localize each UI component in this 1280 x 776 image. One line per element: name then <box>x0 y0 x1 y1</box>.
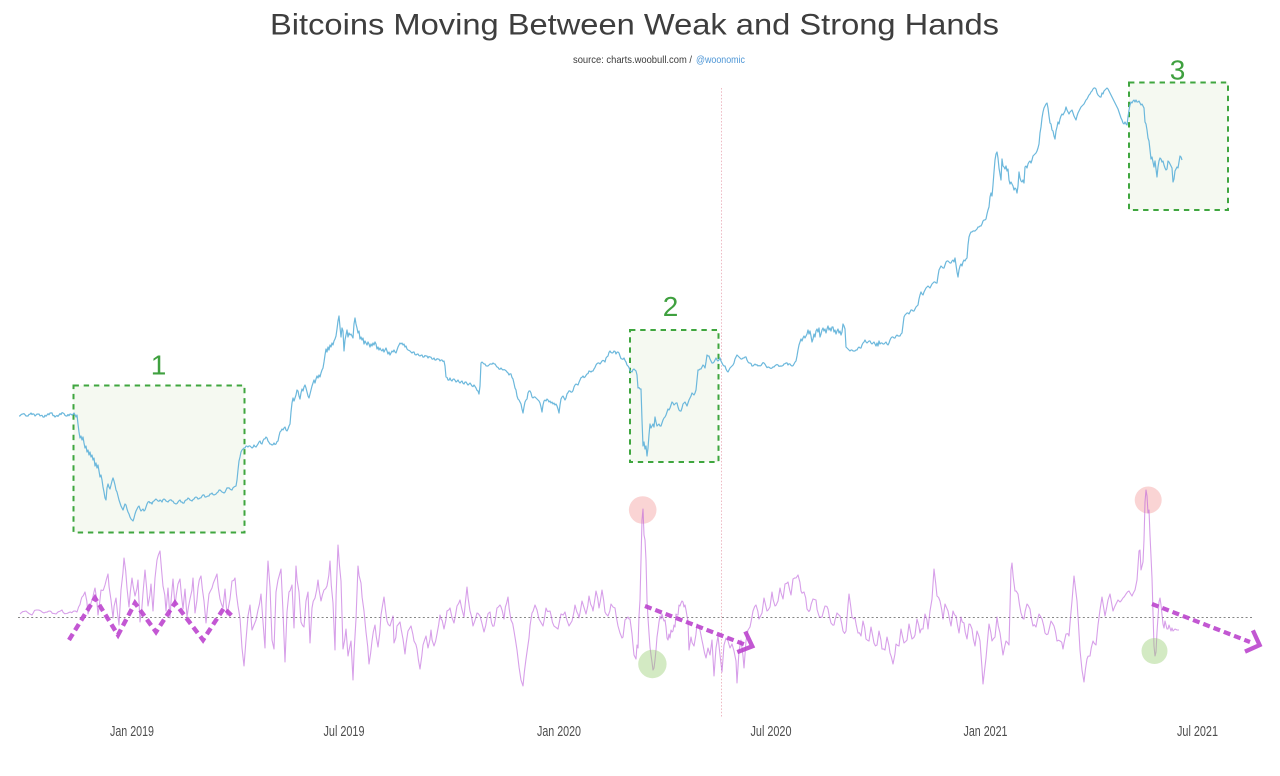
svg-text:source: charts.woobull.com /: source: charts.woobull.com / <box>573 54 692 66</box>
svg-text:1: 1 <box>151 350 167 381</box>
svg-text:Jul 2019: Jul 2019 <box>324 723 365 740</box>
svg-text:Bitcoins Moving Between Weak a: Bitcoins Moving Between Weak and Strong … <box>270 9 999 42</box>
svg-text:Jan 2019: Jan 2019 <box>110 723 154 740</box>
svg-text:Jan 2020: Jan 2020 <box>537 723 581 740</box>
svg-text:2: 2 <box>663 291 679 322</box>
svg-text:@woonomic: @woonomic <box>696 54 745 66</box>
svg-text:Jan 2021: Jan 2021 <box>964 723 1008 740</box>
svg-text:3: 3 <box>1170 55 1186 86</box>
svg-text:Jul 2020: Jul 2020 <box>751 723 792 740</box>
svg-text:Jul 2021: Jul 2021 <box>1177 723 1218 740</box>
